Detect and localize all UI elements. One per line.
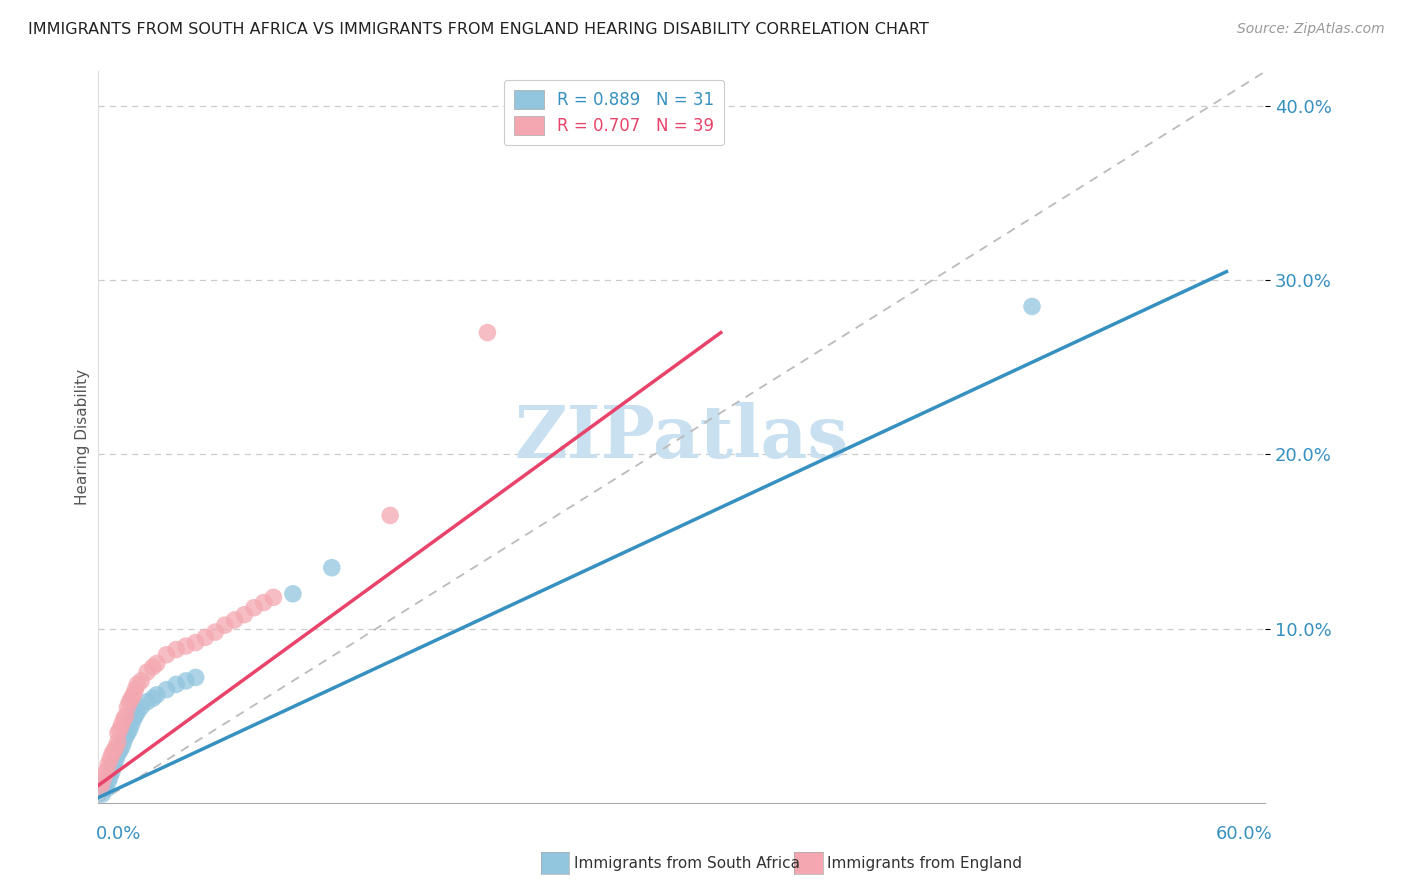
Point: [118, 695, 141, 709]
Legend: R = 0.889   N = 31, R = 0.707   N = 39: R = 0.889 N = 31, R = 0.707 N = 39: [503, 79, 724, 145]
Point: [111, 740, 134, 755]
Point: [142, 691, 165, 706]
Point: [378, 508, 402, 523]
Point: [122, 712, 145, 726]
Point: [103, 757, 125, 772]
Point: [121, 691, 143, 706]
Point: [124, 682, 146, 697]
Point: [127, 677, 149, 691]
Point: [108, 723, 131, 737]
Point: [107, 726, 129, 740]
Point: [104, 752, 127, 766]
Point: [103, 743, 125, 757]
Point: [97, 775, 120, 789]
Point: [91, 775, 114, 789]
Point: [89, 781, 111, 796]
Text: Immigrants from South Africa: Immigrants from South Africa: [574, 856, 800, 871]
Point: [104, 740, 127, 755]
Point: [321, 560, 343, 574]
Point: [93, 778, 115, 792]
Point: [243, 600, 266, 615]
Point: [204, 625, 226, 640]
Point: [101, 764, 124, 779]
Point: [155, 682, 177, 697]
Point: [146, 688, 169, 702]
Text: Source: ZipAtlas.com: Source: ZipAtlas.com: [1237, 22, 1385, 37]
Point: [146, 657, 169, 671]
Point: [111, 717, 134, 731]
Point: [224, 613, 246, 627]
Text: ZIPatlas: ZIPatlas: [515, 401, 849, 473]
Point: [136, 695, 159, 709]
Point: [112, 735, 135, 749]
Y-axis label: Hearing Disability: Hearing Disability: [75, 369, 90, 505]
Point: [112, 712, 135, 726]
Point: [155, 648, 177, 662]
Point: [91, 787, 114, 801]
Point: [142, 660, 165, 674]
Point: [1021, 300, 1043, 314]
Point: [281, 587, 304, 601]
Point: [98, 752, 121, 766]
Point: [127, 705, 149, 719]
Point: [122, 688, 145, 702]
Point: [253, 595, 276, 609]
Point: [136, 665, 159, 680]
Point: [129, 673, 152, 688]
Point: [124, 708, 146, 723]
Point: [194, 631, 217, 645]
Point: [477, 326, 499, 340]
Point: [214, 618, 236, 632]
Text: 0.0%: 0.0%: [96, 825, 141, 843]
Point: [117, 726, 139, 740]
Text: 60.0%: 60.0%: [1216, 825, 1272, 843]
Point: [118, 723, 141, 737]
Point: [101, 747, 124, 761]
Point: [174, 673, 197, 688]
Text: Immigrants from England: Immigrants from England: [827, 856, 1022, 871]
Point: [174, 639, 197, 653]
Point: [165, 677, 187, 691]
Point: [97, 757, 120, 772]
Point: [121, 717, 143, 731]
Point: [107, 747, 129, 761]
Point: [114, 730, 136, 744]
Point: [117, 700, 139, 714]
Point: [262, 591, 284, 605]
Point: [98, 761, 121, 775]
Point: [93, 770, 115, 784]
Point: [184, 635, 207, 649]
Point: [108, 743, 131, 757]
Point: [129, 700, 152, 714]
Point: [107, 735, 129, 749]
Point: [233, 607, 256, 622]
Text: IMMIGRANTS FROM SOUTH AFRICA VS IMMIGRANTS FROM ENGLAND HEARING DISABILITY CORRE: IMMIGRANTS FROM SOUTH AFRICA VS IMMIGRAN…: [28, 22, 929, 37]
Point: [165, 642, 187, 657]
Point: [96, 781, 118, 796]
Point: [184, 670, 207, 684]
Point: [114, 708, 136, 723]
Point: [96, 764, 118, 779]
Point: [98, 770, 121, 784]
